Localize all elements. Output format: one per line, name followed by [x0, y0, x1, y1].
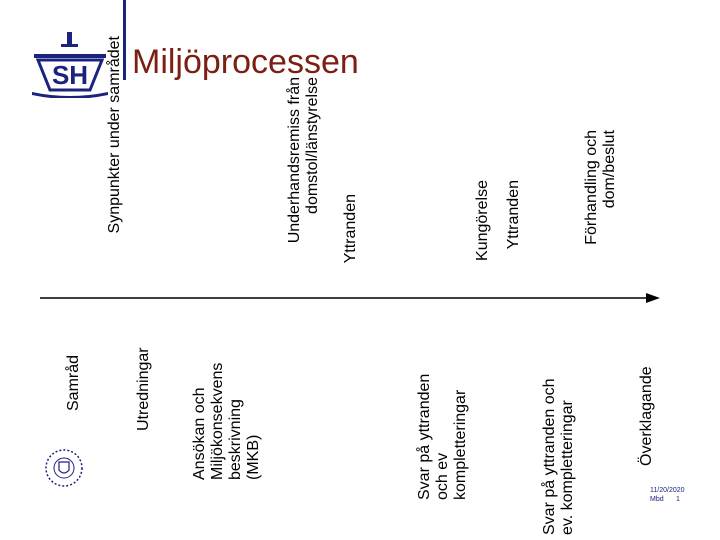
- header-divider: [123, 0, 126, 80]
- logo-text: SH: [52, 60, 88, 90]
- sh-logo: SH: [32, 32, 108, 98]
- label-underhandsremiss: Underhandsremiss från domstol/länstyrels…: [286, 77, 321, 244]
- label-forhandling: Förhandling och dom/beslut: [583, 130, 618, 245]
- label-samrad: Samråd: [65, 354, 82, 411]
- label-synpunkter: Synpunkter under samrådet: [106, 36, 123, 234]
- label-svar-2: Svar på yttranden och ev. kompletteringa…: [541, 378, 576, 535]
- page-title: Miljöprocessen: [132, 43, 359, 81]
- footer-date: 11/20/2020: [650, 487, 685, 494]
- label-ansokan: Ansökan och Miljökonsekvens beskrivning …: [191, 362, 262, 480]
- label-utredningar: Utredningar: [135, 347, 152, 431]
- label-svar-1: Svar på yttranden och ev kompletteringar: [416, 373, 469, 500]
- label-yttranden-1: Yttranden: [342, 194, 359, 264]
- label-kungorelse: Kungörelse: [474, 180, 491, 261]
- footer-page: 1: [676, 496, 680, 503]
- label-overklagande: Överklagande: [638, 366, 655, 466]
- label-yttranden-2: Yttranden: [505, 180, 522, 250]
- footer-author: Mbd: [650, 496, 664, 503]
- stockholm-seal: [45, 449, 83, 487]
